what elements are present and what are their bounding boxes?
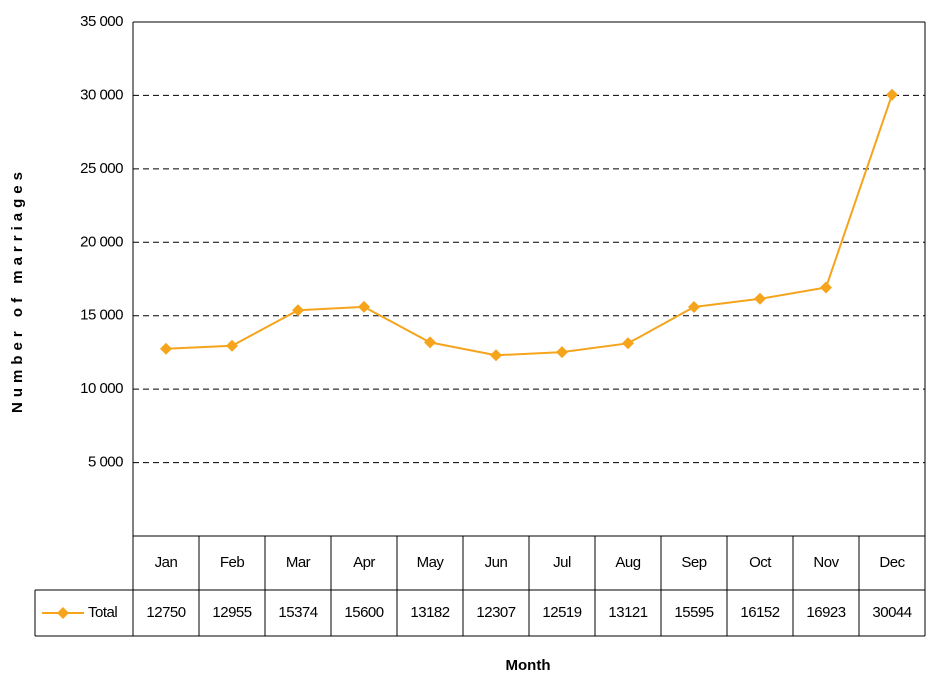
- marker: [754, 292, 766, 305]
- table-value: 16152: [740, 604, 779, 621]
- marker: [688, 300, 700, 313]
- marker: [424, 336, 436, 349]
- table-value: 12955: [212, 604, 251, 621]
- y-axis-label: Number of marriages: [9, 167, 26, 413]
- marker: [160, 342, 172, 355]
- legend-label: Total: [88, 604, 117, 621]
- marker: [556, 346, 568, 359]
- x-axis-label: Month: [506, 657, 551, 674]
- y-tick-label: 15 000: [80, 307, 123, 324]
- table-value: 15600: [344, 604, 383, 621]
- table-value: 12519: [542, 604, 581, 621]
- marker: [886, 88, 898, 101]
- marker: [622, 337, 634, 350]
- table-value: 15595: [674, 604, 713, 621]
- table-value: 30044: [872, 604, 911, 621]
- table-value: 15374: [278, 604, 317, 621]
- table-value: 12750: [146, 604, 185, 621]
- table-value: 16923: [806, 604, 845, 621]
- x-tick-label: Jan: [155, 554, 178, 571]
- marker: [820, 281, 832, 294]
- table-value: 13182: [410, 604, 449, 621]
- y-tick-label: 25 000: [80, 160, 123, 177]
- marker: [490, 349, 502, 362]
- table-value: 12307: [476, 604, 515, 621]
- table-value: 13121: [608, 604, 647, 621]
- x-tick-label: Nov: [813, 554, 839, 571]
- x-tick-label: Aug: [615, 554, 640, 571]
- y-tick-label: 35 000: [80, 13, 123, 30]
- x-tick-label: Feb: [220, 554, 245, 571]
- marker: [292, 304, 304, 317]
- line: [165, 94, 893, 357]
- marker: [226, 339, 238, 352]
- x-tick-label: Jul: [553, 554, 571, 571]
- x-tick-label: Dec: [879, 554, 905, 571]
- x-tick-label: Apr: [353, 554, 375, 571]
- y-tick-label: 30 000: [80, 86, 123, 103]
- x-tick-label: May: [417, 554, 445, 571]
- x-tick-label: Oct: [749, 554, 772, 571]
- y-tick-label: 20 000: [80, 233, 123, 250]
- legend-marker: [57, 607, 69, 619]
- y-tick-label: 10 000: [80, 380, 123, 397]
- y-tick-label: 5 000: [88, 454, 123, 471]
- x-tick-label: Mar: [286, 554, 311, 571]
- x-tick-label: Sep: [681, 554, 706, 571]
- x-tick-label: Jun: [485, 554, 508, 571]
- marker: [358, 300, 370, 313]
